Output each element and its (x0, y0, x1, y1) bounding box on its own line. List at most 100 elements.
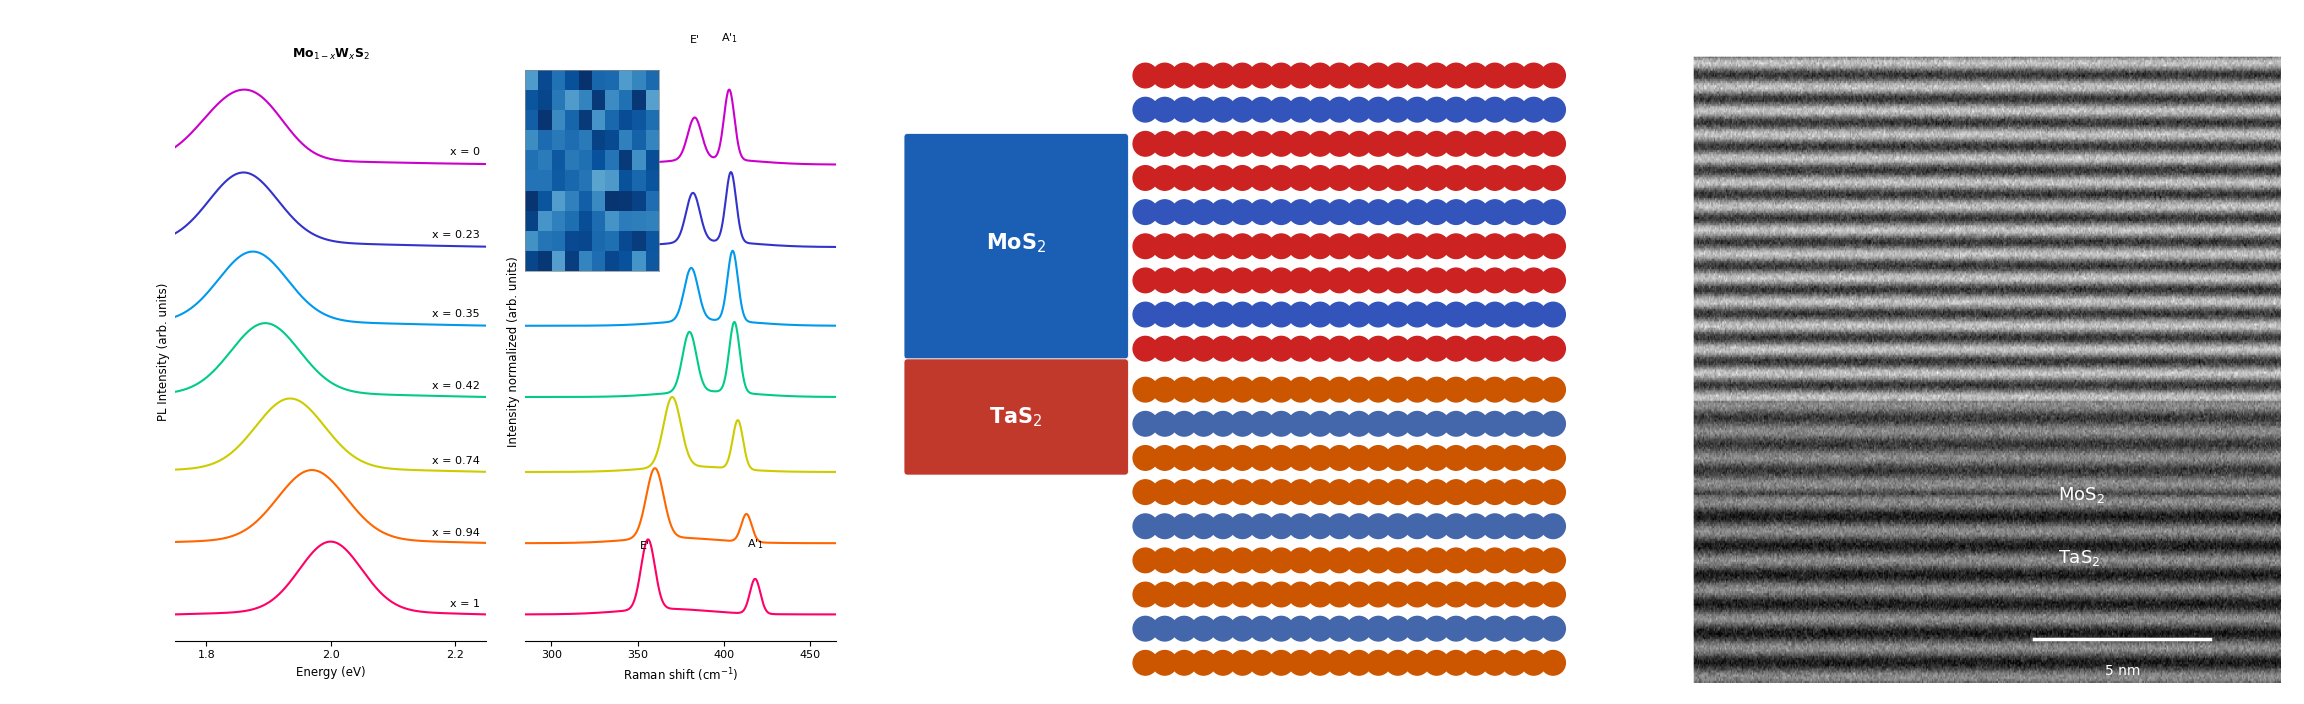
Circle shape (1541, 617, 1564, 641)
Circle shape (1270, 650, 1293, 675)
Circle shape (1502, 377, 1528, 402)
Circle shape (1541, 480, 1564, 504)
Circle shape (1463, 337, 1488, 361)
Circle shape (1463, 617, 1488, 641)
Circle shape (1348, 480, 1371, 504)
Circle shape (1484, 446, 1507, 470)
Circle shape (1405, 650, 1428, 675)
Circle shape (1270, 97, 1293, 122)
Circle shape (1385, 165, 1410, 190)
Circle shape (1309, 377, 1332, 402)
Circle shape (1249, 377, 1274, 402)
Circle shape (1445, 548, 1468, 572)
Circle shape (1288, 234, 1313, 258)
Circle shape (1405, 97, 1428, 122)
Circle shape (1270, 200, 1293, 225)
Circle shape (1366, 132, 1392, 156)
Circle shape (1173, 63, 1196, 88)
Circle shape (1230, 268, 1256, 293)
Circle shape (1521, 514, 1546, 539)
Circle shape (1327, 446, 1352, 470)
Circle shape (1463, 377, 1488, 402)
Y-axis label: PL Intensity (arb. units): PL Intensity (arb. units) (157, 283, 170, 421)
Circle shape (1541, 165, 1564, 190)
Circle shape (1445, 132, 1468, 156)
Circle shape (1270, 337, 1293, 361)
Circle shape (1327, 337, 1352, 361)
Circle shape (1230, 412, 1256, 436)
Circle shape (1463, 302, 1488, 327)
Circle shape (1484, 412, 1507, 436)
Circle shape (1521, 617, 1546, 641)
Circle shape (1463, 132, 1488, 156)
Circle shape (1366, 650, 1392, 675)
Circle shape (1191, 480, 1217, 504)
Text: x = 0.42: x = 0.42 (433, 381, 479, 391)
Circle shape (1327, 617, 1352, 641)
Circle shape (1134, 337, 1157, 361)
Circle shape (1366, 548, 1392, 572)
Circle shape (1191, 234, 1217, 258)
Circle shape (1212, 582, 1235, 607)
Circle shape (1309, 480, 1332, 504)
Circle shape (1484, 617, 1507, 641)
Text: MoS$_2$: MoS$_2$ (986, 231, 1046, 255)
Circle shape (1348, 234, 1371, 258)
Circle shape (1270, 63, 1293, 88)
Text: x = 0.74: x = 0.74 (433, 456, 479, 466)
Circle shape (1134, 617, 1157, 641)
Circle shape (1327, 514, 1352, 539)
Circle shape (1230, 63, 1256, 88)
Circle shape (1445, 200, 1468, 225)
Circle shape (1327, 480, 1352, 504)
Circle shape (1502, 617, 1528, 641)
Circle shape (1309, 412, 1332, 436)
Circle shape (1463, 165, 1488, 190)
Circle shape (1502, 234, 1528, 258)
Circle shape (1212, 63, 1235, 88)
Circle shape (1424, 165, 1449, 190)
Circle shape (1484, 480, 1507, 504)
Circle shape (1173, 377, 1196, 402)
Circle shape (1424, 234, 1449, 258)
Circle shape (1521, 302, 1546, 327)
Circle shape (1288, 412, 1313, 436)
Text: E': E' (689, 34, 700, 44)
Circle shape (1541, 412, 1564, 436)
Circle shape (1366, 165, 1392, 190)
Circle shape (1134, 200, 1157, 225)
Circle shape (1309, 617, 1332, 641)
Circle shape (1212, 617, 1235, 641)
Circle shape (1249, 412, 1274, 436)
Circle shape (1348, 548, 1371, 572)
Circle shape (1521, 548, 1546, 572)
Circle shape (1541, 548, 1564, 572)
Circle shape (1502, 582, 1528, 607)
Circle shape (1502, 446, 1528, 470)
Circle shape (1152, 63, 1177, 88)
Circle shape (1191, 446, 1217, 470)
Circle shape (1521, 582, 1546, 607)
Circle shape (1385, 302, 1410, 327)
Circle shape (1348, 377, 1371, 402)
Circle shape (1309, 234, 1332, 258)
Circle shape (1212, 234, 1235, 258)
Text: A'$_1$: A'$_1$ (721, 31, 737, 44)
Circle shape (1521, 165, 1546, 190)
Circle shape (1152, 132, 1177, 156)
Circle shape (1134, 446, 1157, 470)
Circle shape (1288, 582, 1313, 607)
Circle shape (1484, 200, 1507, 225)
Circle shape (1463, 412, 1488, 436)
Circle shape (1173, 650, 1196, 675)
Circle shape (1327, 268, 1352, 293)
Circle shape (1270, 132, 1293, 156)
Circle shape (1230, 302, 1256, 327)
Circle shape (1152, 548, 1177, 572)
Circle shape (1541, 446, 1564, 470)
Circle shape (1424, 412, 1449, 436)
Circle shape (1385, 268, 1410, 293)
Circle shape (1348, 650, 1371, 675)
Circle shape (1327, 377, 1352, 402)
Circle shape (1212, 650, 1235, 675)
